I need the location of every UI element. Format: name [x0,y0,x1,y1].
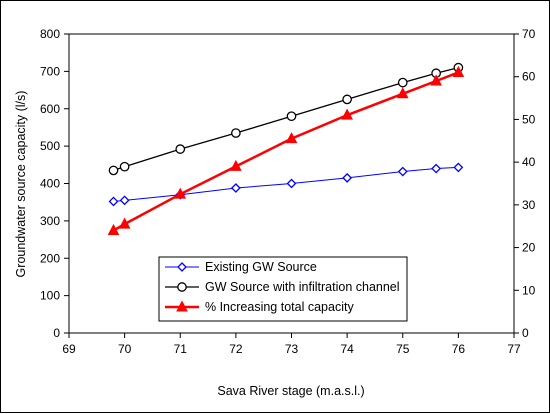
legend-marker-0 [177,262,187,272]
y-tick-label: 600 [40,102,60,116]
x-tick-label: 72 [229,342,243,356]
x-tick-label: 75 [396,342,410,356]
x-tick-label: 76 [452,342,466,356]
legend-label-infiltration: GW Source with infiltration channel [205,280,400,294]
data-point [175,144,186,154]
y2-tick-label: 40 [522,155,536,169]
data-point [108,165,119,176]
data-point [107,223,120,235]
data-point [230,183,241,193]
y-tick-label: 400 [40,177,60,191]
x-axis-title: Sava River stage (m.a.s.l.) [217,384,364,398]
y2-tick-label: 50 [522,112,536,126]
y2-tick-label: 20 [522,241,536,255]
legend-marker-2 [176,300,188,312]
data-point [430,74,442,86]
data-point [341,108,353,120]
y2-tick-label: 60 [522,70,536,84]
data-point [230,159,242,171]
series-1 [108,62,464,176]
y2-tick-label: 0 [522,326,529,340]
x-tick-label: 71 [174,342,188,356]
data-point [286,178,297,189]
legend-label-existing: Existing GW Source [205,260,317,274]
data-point [174,187,187,199]
data-point [119,195,130,206]
data-point [342,94,352,105]
data-point [286,111,297,122]
data-point [231,128,241,138]
data-point [397,77,408,88]
legend-box [158,256,408,322]
series-2 [107,65,465,235]
data-point [108,196,119,207]
y2-tick-label: 10 [522,283,536,297]
legend: Existing GW Source GW Source with infilt… [158,256,408,322]
y-tick-label: 800 [40,27,60,41]
legend-marker-1 [177,282,187,292]
x-tick-label: 77 [507,342,521,356]
y-tick-label: 300 [40,214,60,228]
series-layer [107,62,465,235]
series-0 [108,162,464,207]
data-point [119,161,130,172]
y-axis-title: Groundwater source capacity (l/s) [14,91,28,278]
y2-tick-label: 30 [522,198,536,212]
x-tick-label: 70 [118,342,132,356]
y-tick-label: 500 [40,139,60,153]
legend-label-increase: % Increasing total capacity [205,300,354,314]
data-point [342,172,353,183]
y-tick-label: 100 [40,289,60,303]
y2-tick-label: 70 [522,27,536,41]
y-tick-label: 0 [53,326,60,340]
data-point [431,163,442,174]
x-tick-label: 73 [285,342,299,356]
data-point [118,217,131,229]
y-tick-label: 700 [40,64,60,78]
y-tick-label: 200 [40,251,60,265]
data-point [452,65,465,77]
x-tick-label: 69 [62,342,76,356]
data-point [396,87,409,99]
data-point [397,166,408,177]
data-point [285,132,298,144]
axes-layer: 0 100 200 300 400 500 600 700 800 0 10 20 30 40 50 60 70… [40,27,536,356]
data-point [453,162,464,173]
x-tick-label: 74 [340,342,354,356]
